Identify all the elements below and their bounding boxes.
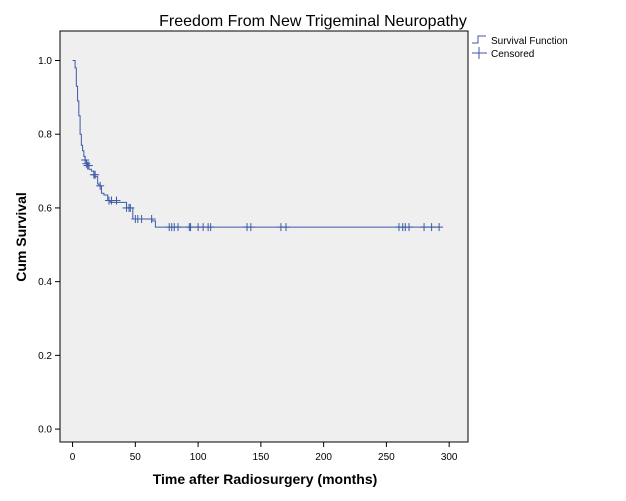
censored-marker — [81, 156, 90, 165]
censored-markers — [81, 156, 444, 232]
survival-function-line — [72, 59, 441, 228]
censored-marker — [84, 161, 93, 170]
y-tick-label: 1.0 — [38, 56, 52, 67]
legend-survival-swatch — [472, 35, 486, 44]
x-tick-label: 200 — [315, 452, 332, 463]
censored-marker — [206, 223, 215, 232]
censored-marker — [96, 181, 105, 190]
x-tick-label: 50 — [130, 452, 142, 463]
x-axis-ticks: 0 50 100 150 200 250 300 — [70, 442, 458, 463]
censored-marker — [404, 223, 413, 232]
x-tick-label: 0 — [70, 452, 76, 463]
y-tick-label: 0.4 — [38, 277, 52, 288]
legend-label-survival: Survival Function — [491, 36, 568, 47]
x-tick-label: 250 — [378, 452, 395, 463]
y-tick-label: 0.0 — [38, 425, 52, 436]
censored-marker — [246, 223, 255, 232]
y-axis-ticks: 0.0 0.2 0.4 0.6 0.8 1.0 — [38, 56, 60, 436]
plot-area — [59, 30, 469, 443]
legend-censored-swatch — [472, 47, 487, 59]
x-tick-label: 100 — [190, 452, 207, 463]
y-tick-label: 0.2 — [38, 351, 52, 362]
censored-marker — [281, 223, 290, 232]
x-tick-label: 300 — [441, 452, 458, 463]
y-tick-label: 0.6 — [38, 203, 52, 214]
censored-marker — [147, 214, 156, 223]
censored-marker — [126, 203, 135, 212]
legend: Survival Function Censored — [472, 35, 568, 60]
censored-marker — [427, 223, 436, 232]
y-tick-label: 0.8 — [38, 130, 52, 141]
x-tick-label: 150 — [253, 452, 270, 463]
censored-marker — [186, 223, 195, 232]
censored-marker — [91, 170, 100, 179]
chart-title: Freedom From New Trigeminal Neuropathy — [159, 13, 467, 30]
censored-marker — [435, 223, 444, 232]
y-axis-label: Cum Survival — [13, 192, 29, 281]
censored-marker — [420, 223, 429, 232]
x-axis-label: Time after Radiosurgery (months) — [153, 471, 378, 487]
legend-label-censored: Censored — [491, 49, 534, 60]
censored-marker — [174, 223, 183, 232]
censored-marker — [137, 214, 146, 223]
censored-marker — [112, 196, 121, 205]
